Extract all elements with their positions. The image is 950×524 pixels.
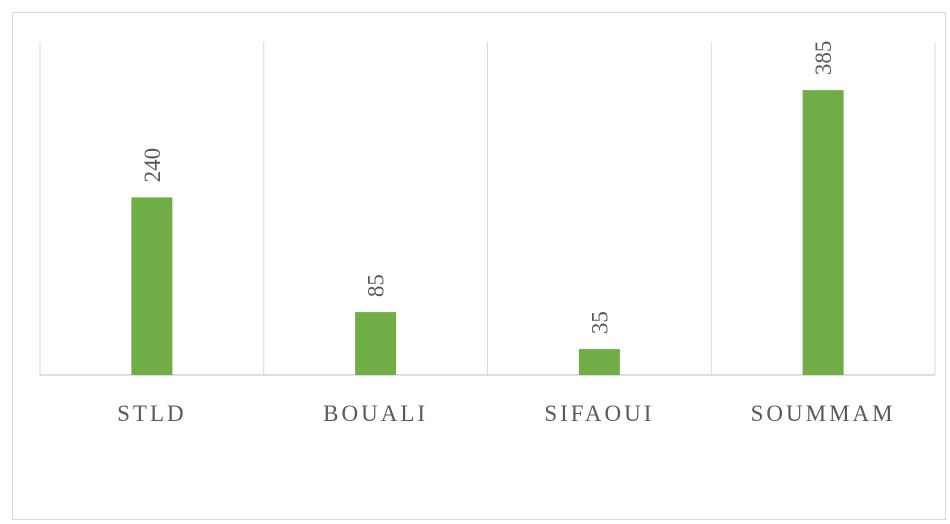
x-tick-label: BOUALI <box>323 401 428 426</box>
x-tick-label: STLD <box>117 401 187 426</box>
x-tick-label: SIFAOUI <box>544 401 654 426</box>
bar <box>355 312 397 375</box>
data-label: 385 <box>811 41 836 76</box>
data-label: 85 <box>364 274 389 297</box>
data-label: 35 <box>587 311 612 334</box>
data-label: 240 <box>140 148 165 183</box>
x-tick-label: SOUMMAM <box>751 401 896 426</box>
bar <box>802 90 844 375</box>
bar <box>578 349 620 375</box>
bar <box>131 197 173 375</box>
